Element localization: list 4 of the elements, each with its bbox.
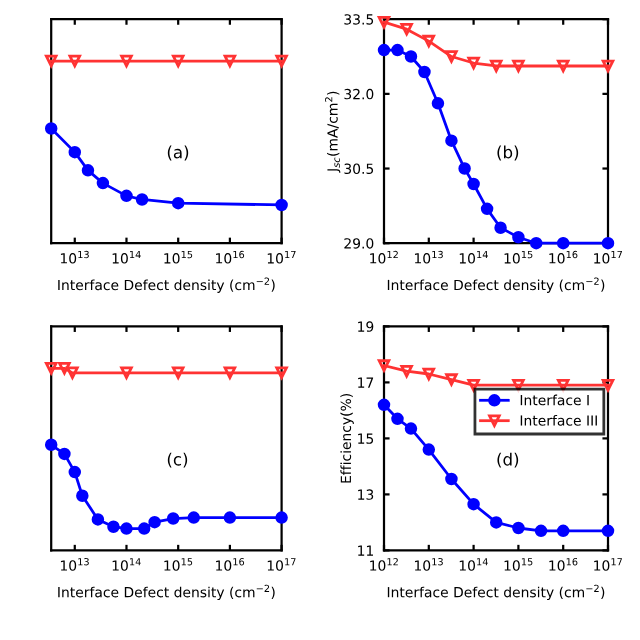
text: (d) [497, 452, 519, 468]
text: (b) [497, 145, 519, 161]
text: (a) [167, 145, 189, 161]
text: (c) [167, 452, 188, 468]
